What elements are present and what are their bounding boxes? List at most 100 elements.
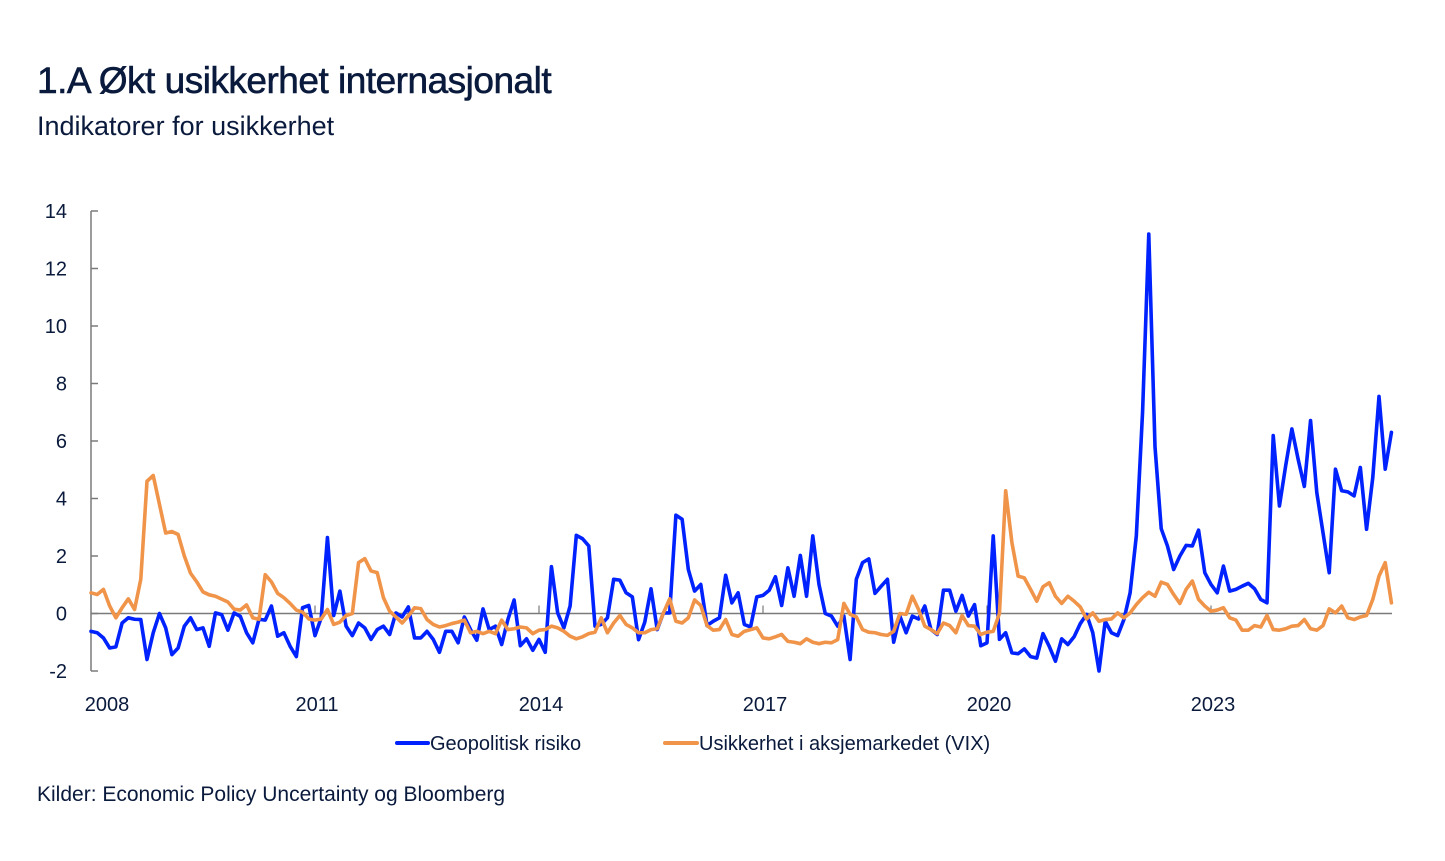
data-point-vix <box>1359 616 1361 618</box>
data-point-geopolitisk-risiko <box>158 612 160 614</box>
data-point-vix <box>1104 618 1106 620</box>
data-point-vix <box>768 638 770 640</box>
data-point-geopolitisk-risiko <box>868 558 870 560</box>
data-point-geopolitisk-risiko <box>500 643 502 645</box>
data-point-geopolitisk-risiko <box>1073 636 1075 638</box>
data-point-geopolitisk-risiko <box>1148 233 1150 235</box>
data-point-vix <box>1079 606 1081 608</box>
data-point-vix <box>494 632 496 634</box>
data-point-vix <box>1340 605 1342 607</box>
data-point-geopolitisk-risiko <box>270 605 272 607</box>
data-point-vix <box>812 641 814 643</box>
data-point-geopolitisk-risiko <box>681 518 683 520</box>
data-point-vix <box>1284 628 1286 630</box>
data-point-geopolitisk-risiko <box>370 638 372 640</box>
data-point-vix <box>992 630 994 632</box>
data-point-vix <box>986 631 988 633</box>
data-point-vix <box>1054 595 1056 597</box>
data-point-vix <box>1023 577 1025 579</box>
data-point-geopolitisk-risiko <box>202 627 204 629</box>
data-point-vix <box>880 633 882 635</box>
legend-item-vix[interactable]: Usikkerhet i aksjemarkedet (VIX) <box>663 733 990 755</box>
data-point-vix <box>289 602 291 604</box>
data-point-geopolitisk-risiko <box>762 594 764 596</box>
x-tick-label: 2014 <box>519 694 564 716</box>
data-point-vix <box>258 618 260 620</box>
data-point-geopolitisk-risiko <box>451 630 453 632</box>
data-point-geopolitisk-risiko <box>675 514 677 516</box>
data-point-geopolitisk-risiko <box>780 604 782 606</box>
data-point-vix <box>538 629 540 631</box>
data-point-geopolitisk-risiko <box>712 620 714 622</box>
data-point-geopolitisk-risiko <box>1316 491 1318 493</box>
x-tick-label: 2020 <box>967 694 1012 716</box>
data-point-vix <box>388 610 390 612</box>
data-point-geopolitisk-risiko <box>140 618 142 620</box>
data-point-geopolitisk-risiko <box>550 565 552 567</box>
legend-item-geopolitisk-risiko[interactable]: Geopolitisk risiko <box>395 733 581 755</box>
data-point-geopolitisk-risiko <box>631 596 633 598</box>
data-point-geopolitisk-risiko <box>737 592 739 594</box>
data-point-geopolitisk-risiko <box>911 615 913 617</box>
data-point-geopolitisk-risiko <box>1297 458 1299 460</box>
data-point-vix <box>476 630 478 632</box>
data-point-vix <box>675 620 677 622</box>
data-point-geopolitisk-risiko <box>948 589 950 591</box>
data-point-geopolitisk-risiko <box>1042 632 1044 634</box>
data-point-geopolitisk-risiko <box>1340 490 1342 492</box>
data-point-geopolitisk-risiko <box>1235 588 1237 590</box>
data-point-vix <box>700 604 702 606</box>
data-point-vix <box>1085 618 1087 620</box>
data-point-vix <box>1272 628 1274 630</box>
data-point-vix <box>152 474 154 476</box>
data-point-vix <box>644 632 646 634</box>
data-point-vix <box>326 608 328 610</box>
data-point-geopolitisk-risiko <box>1036 657 1038 659</box>
data-point-geopolitisk-risiko <box>1129 592 1131 594</box>
data-point-vix <box>556 627 558 629</box>
data-point-geopolitisk-risiko <box>874 592 876 594</box>
data-point-geopolitisk-risiko <box>295 655 297 657</box>
data-point-geopolitisk-risiko <box>1309 419 1311 421</box>
data-point-geopolitisk-risiko <box>96 632 98 634</box>
data-point-geopolitisk-risiko <box>196 628 198 630</box>
data-point-vix <box>1247 629 1249 631</box>
data-point-vix <box>637 632 639 634</box>
data-point-geopolitisk-risiko <box>980 645 982 647</box>
data-point-vix <box>868 631 870 633</box>
data-point-geopolitisk-risiko <box>1210 583 1212 585</box>
data-point-vix <box>799 642 801 644</box>
data-point-geopolitisk-risiko <box>482 608 484 610</box>
data-point-geopolitisk-risiko <box>998 638 1000 640</box>
data-point-vix <box>625 623 627 625</box>
data-point-geopolitisk-risiko <box>357 622 359 624</box>
data-point-geopolitisk-risiko <box>1390 431 1392 433</box>
data-point-vix <box>619 614 621 616</box>
data-point-vix <box>1235 619 1237 621</box>
data-point-geopolitisk-risiko <box>1204 571 1206 573</box>
data-point-vix <box>519 626 521 628</box>
data-point-geopolitisk-risiko <box>1365 528 1367 530</box>
data-point-geopolitisk-risiko <box>1260 598 1262 600</box>
data-point-geopolitisk-risiko <box>289 645 291 647</box>
data-point-vix <box>469 632 471 634</box>
data-point-geopolitisk-risiko <box>774 576 776 578</box>
data-point-vix <box>183 555 185 557</box>
data-point-vix <box>108 605 110 607</box>
data-point-vix <box>1004 490 1006 492</box>
data-point-geopolitisk-risiko <box>1197 529 1199 531</box>
data-point-geopolitisk-risiko <box>892 641 894 643</box>
data-point-geopolitisk-risiko <box>1266 602 1268 604</box>
data-point-geopolitisk-risiko <box>1228 590 1230 592</box>
source-note: Kilder: Economic Policy Uncertainty og B… <box>37 783 506 806</box>
data-point-vix <box>836 638 838 640</box>
data-point-vix <box>370 570 372 572</box>
x-tick-label: 2017 <box>743 694 788 716</box>
data-point-geopolitisk-risiko <box>208 645 210 647</box>
data-point-geopolitisk-risiko <box>1272 434 1274 436</box>
data-point-geopolitisk-risiko <box>532 649 534 651</box>
data-point-vix <box>1017 575 1019 577</box>
data-point-vix <box>1129 612 1131 614</box>
data-point-geopolitisk-risiko <box>314 634 316 636</box>
data-point-geopolitisk-risiko <box>650 588 652 590</box>
